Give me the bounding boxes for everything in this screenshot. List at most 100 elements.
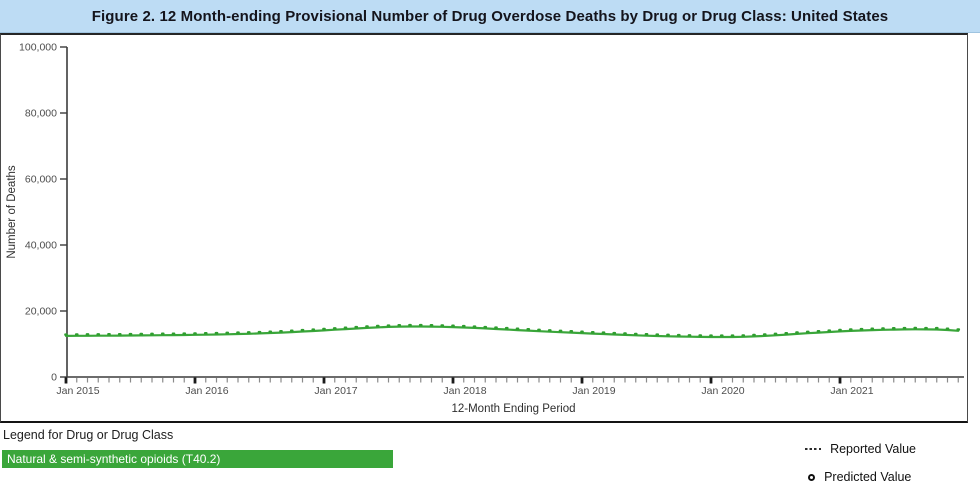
data-point-marker [257,330,262,334]
data-point-marker [268,330,273,334]
data-point-marker [784,331,789,335]
x-tick-label: Jan 2017 [314,385,357,397]
data-point-marker [838,328,842,332]
data-point-marker [709,334,713,337]
data-point-marker [741,334,746,337]
y-tick-label: 60,000 [25,174,57,186]
data-point-marker [526,328,531,331]
data-point-marker [85,333,90,336]
data-point-marker [354,325,359,329]
x-tick-label: Jan 2016 [185,385,228,397]
data-point-marker [483,325,488,329]
data-point-marker [881,327,885,330]
y-tick-label: 0 [51,372,57,384]
data-point-marker [397,324,402,327]
data-point-marker [569,330,574,333]
x-tick-label: Jan 2015 [56,385,99,397]
data-point-marker [472,325,477,328]
data-point-marker [451,324,455,328]
data-point-marker [203,332,208,335]
data-point-marker [193,332,197,335]
x-tick-label: Jan 2018 [443,385,486,397]
data-point-marker [655,333,660,336]
data-point-marker [795,331,799,334]
data-point-marker [827,329,832,332]
data-point-marker [515,327,520,331]
data-point-marker [311,328,316,331]
x-tick-label: Jan 2019 [572,385,615,397]
data-point-marker [816,329,821,333]
data-point-marker [590,330,595,334]
data-point-marker [848,328,853,331]
data-point-marker [580,330,584,334]
data-point-marker [698,334,703,337]
data-point-marker [440,324,445,327]
data-point-marker [719,334,724,338]
data-point-marker [461,324,466,328]
y-tick-label: 20,000 [25,306,57,318]
data-point-marker [537,328,541,332]
data-point-marker [558,329,563,333]
data-point-marker [870,327,875,331]
data-point-marker [214,331,219,335]
data-point-marker [246,331,251,334]
legend-item-natural-semi-synthetic-opioids[interactable]: Natural & semi-synthetic opioids (T40.2) [2,450,393,468]
predicted-value-circle-icon [808,473,816,481]
data-point-marker [644,333,649,336]
figure-title: Figure 2. 12 Month-ending Provisional Nu… [0,0,980,33]
data-point-marker [913,326,918,330]
data-point-marker [418,323,423,327]
x-axis-label: 12-Month Ending Period [451,403,575,415]
x-major-tick [322,377,326,384]
data-point-marker [934,326,939,330]
data-point-marker [289,329,294,333]
data-point-marker [128,332,133,336]
reported-value-dash-icon [805,448,823,450]
data-point-marker [924,326,928,330]
data-point-marker [601,331,606,335]
legend-strip: Legend for Drug or Drug Class Natural & … [0,423,980,489]
reported-value-label: Reported Value [830,442,916,456]
x-major-tick [838,377,842,384]
data-point-marker [687,334,692,337]
data-point-marker [730,334,735,338]
data-point-marker [752,333,756,337]
data-point-marker [365,325,369,328]
data-point-marker [547,329,552,332]
x-major-tick [709,377,713,384]
data-point-marker [343,326,348,330]
data-point-marker [171,332,176,336]
data-point-marker [633,332,638,336]
data-point-marker [150,332,154,336]
data-point-marker [225,331,230,335]
data-point-marker [64,333,68,336]
x-major-tick [64,377,68,384]
data-point-marker [666,333,670,337]
data-point-marker [96,333,101,336]
x-major-tick [193,377,197,384]
data-point-marker [773,332,778,336]
data-point-marker [236,331,240,335]
data-point-marker [504,326,509,330]
y-axis-label: Number of Deaths [6,165,18,259]
data-point-marker [762,333,767,336]
y-tick-label: 80,000 [25,108,57,120]
data-point-marker [322,327,326,331]
legend-heading: Legend for Drug or Drug Class [3,428,174,442]
data-point-marker [74,333,79,336]
data-point-marker [891,326,896,330]
data-point-marker [494,326,498,329]
data-point-marker [805,330,810,334]
y-tick-label: 100,000 [19,42,57,54]
legend-item-label: Natural & semi-synthetic opioids (T40.2) [7,452,221,466]
data-point-marker [408,323,412,327]
series-line [64,325,960,339]
data-point-marker [160,332,165,336]
x-major-tick [451,377,455,384]
data-point-marker [300,328,305,332]
data-point-marker [429,324,434,327]
data-point-marker [623,332,627,335]
predicted-value-label: Predicted Value [824,470,912,484]
data-point-marker [945,327,950,331]
